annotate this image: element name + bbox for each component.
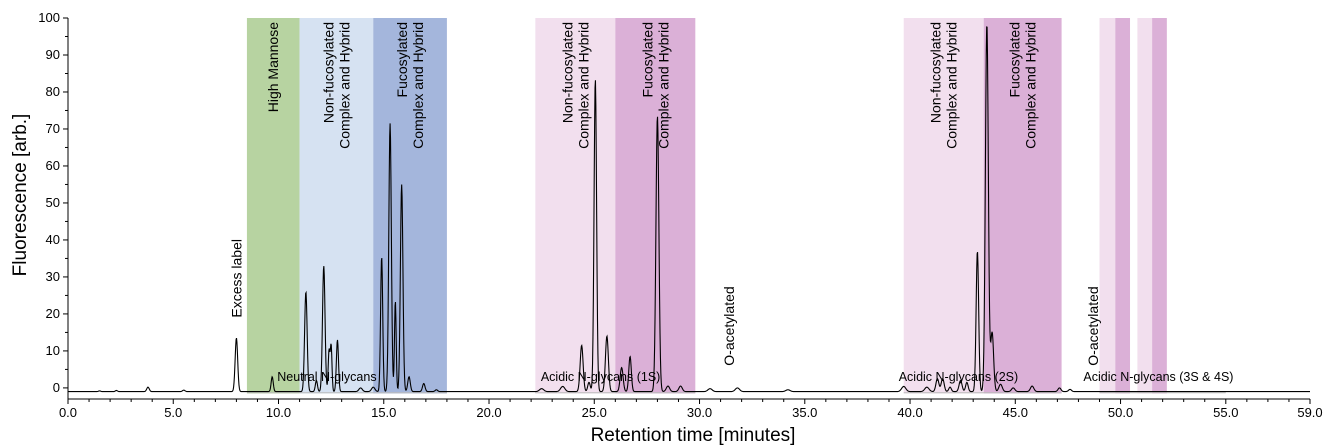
region-label-3: Non-fucosylatedComplex and Hybrid	[559, 22, 591, 149]
y-tick-label: 60	[46, 158, 60, 173]
region-label-line: Non-fucosylated	[320, 22, 336, 123]
region-label-line: Fucosylated	[1007, 22, 1023, 97]
region-label-6: FucosylatedComplex and Hybrid	[1007, 22, 1039, 149]
x-tick-label: 10.0	[266, 405, 291, 420]
y-tick-label: 80	[46, 84, 60, 99]
annotation-0: Excess label	[228, 239, 244, 318]
y-axis-title: Fluorescence [arb.]	[10, 114, 31, 277]
region-label-line: Non-fucosylated	[928, 22, 944, 123]
axes: 0.0 5.0 10.0 15.0 20.0 25.0 30.0 35.0 40.0 45.0 50…	[38, 10, 1322, 420]
y-tick-label: 30	[46, 269, 60, 284]
group-label-2: Acidic N-glycans (2S)	[899, 370, 1018, 384]
annotation-2: O-acetylated	[1085, 286, 1101, 365]
x-tick-label: 45.0	[1003, 405, 1028, 420]
fluorescence-trace	[68, 26, 1310, 393]
region-label-line: Complex and Hybrid	[944, 22, 960, 149]
x-tick-label: 15.0	[371, 405, 396, 420]
x-tick-label: 35.0	[792, 405, 817, 420]
x-tick-label: 55.0	[1213, 405, 1238, 420]
region-label-line: Complex and Hybrid	[1023, 22, 1039, 149]
region-label-line: Non-fucosylated	[559, 22, 575, 123]
region-label-0: High Mannose	[265, 22, 281, 112]
y-tick-label: 70	[46, 121, 60, 136]
y-tick-label: 100	[38, 10, 60, 25]
region-band-8	[1115, 18, 1131, 394]
region-band-0	[246, 18, 300, 394]
region-label-line: Fucosylated	[639, 22, 655, 97]
y-tick-label: 40	[46, 232, 60, 247]
region-band-1	[299, 18, 374, 394]
x-tick-label: 20.0	[476, 405, 501, 420]
group-label-1: Acidic N-glycans (1S)	[541, 370, 660, 384]
y-tick-label: 90	[46, 47, 60, 62]
region-band-3	[535, 18, 616, 394]
region-band-7	[1099, 18, 1116, 394]
y-tick-label: 0	[53, 380, 60, 395]
region-label-line: Complex and Hybrid	[655, 22, 671, 149]
x-tick-label: 25.0	[582, 405, 607, 420]
region-band-10	[1152, 18, 1167, 394]
x-tick-label: 50.0	[1108, 405, 1133, 420]
x-tick-label: 40.0	[897, 405, 922, 420]
region-label-line: High Mannose	[265, 22, 281, 112]
region-label-2: FucosylatedComplex and Hybrid	[394, 22, 426, 149]
region-label-line: Complex and Hybrid	[336, 22, 352, 149]
region-label-5: Non-fucosylatedComplex and Hybrid	[928, 22, 960, 149]
region-band-6	[983, 18, 1062, 394]
x-tick-label: 59.0	[1297, 405, 1322, 420]
x-tick-label: 30.0	[687, 405, 712, 420]
region-labels: High Mannose Non-fucosylatedComplex and H…	[265, 22, 1038, 149]
x-axis-title: Retention time [minutes]	[591, 425, 796, 446]
y-tick-label: 50	[46, 195, 60, 210]
region-band-9	[1137, 18, 1153, 394]
annotations: Excess label O-acetylated O-acetylated	[228, 239, 1101, 366]
x-tick-label: 5.0	[164, 405, 182, 420]
region-band-2	[373, 18, 447, 394]
region-label-4: FucosylatedComplex and Hybrid	[639, 22, 671, 149]
region-band-5	[903, 18, 984, 394]
group-label-3: Acidic N-glycans (3S & 4S)	[1083, 370, 1233, 384]
annotation-1: O-acetylated	[721, 286, 737, 365]
region-label-1: Non-fucosylatedComplex and Hybrid	[320, 22, 352, 149]
y-tick-label: 10	[46, 343, 60, 358]
region-label-line: Fucosylated	[394, 22, 410, 97]
x-tick-label: 0.0	[59, 405, 77, 420]
y-tick-label: 20	[46, 306, 60, 321]
region-label-line: Complex and Hybrid	[410, 22, 426, 149]
region-label-line: Complex and Hybrid	[575, 22, 591, 149]
